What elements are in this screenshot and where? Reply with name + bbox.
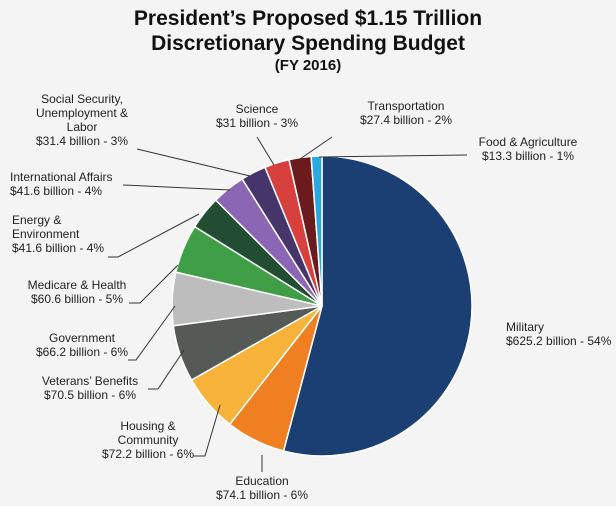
slice-label-science-line-0: Science: [236, 102, 279, 116]
slice-label-energy-line-0: Energy &: [12, 213, 61, 227]
chart-title-line-1: President’s Proposed $1.15 Trillion: [133, 7, 483, 30]
slice-label-military: Military $625.2 billion - 54%: [506, 320, 612, 348]
slice-label-transportation-line-1: $27.4 billion - 2%: [360, 113, 452, 127]
slice-label-transportation: Transportation $27.4 billion - 2%: [360, 99, 452, 127]
slice-label-social-line-0: Social Security,: [41, 92, 123, 106]
leader-line-international: [122, 184, 231, 191]
slice-label-medicare-line-1: $60.6 billion - 5%: [31, 292, 123, 306]
slice-label-food: Food & Agriculture $13.3 billion - 1%: [479, 135, 578, 163]
slice-label-energy-line-1: Environment: [12, 227, 80, 241]
slice-label-housing: Housing & Community $72.2 billion - 6%: [102, 419, 194, 461]
slice-label-veterans-line-0: Veterans’ Benefits: [42, 374, 138, 388]
slice-label-education-line-1: $74.1 billion - 6%: [216, 488, 308, 502]
slice-label-veterans-line-1: $70.5 billion - 6%: [44, 388, 136, 402]
slice-label-social-line-3: $31.4 billion - 3%: [36, 134, 128, 148]
slice-label-military-line-0: Military: [506, 320, 544, 334]
slice-label-energy-line-2: $41.6 billion - 4%: [12, 241, 104, 255]
leader-line-science: [256, 136, 275, 166]
slice-label-international-line-1: $41.6 billion - 4%: [10, 184, 102, 198]
slice-label-government: Government $66.2 billion - 6%: [36, 331, 128, 359]
slice-label-social-line-2: Labor: [67, 120, 98, 134]
leader-line-transportation: [299, 136, 333, 160]
slice-label-medicare: Medicare & Health $60.6 billion - 5%: [28, 278, 127, 306]
slice-label-social-line-1: Unemployment &: [36, 106, 128, 120]
leader-line-food: [318, 154, 468, 158]
leader-line-veterans: [148, 349, 185, 390]
pie-slices: [171, 155, 473, 457]
pie-slice-food: [310, 155, 323, 307]
slice-label-food-line-1: $13.3 billion - 1%: [482, 149, 574, 163]
slice-label-veterans: Veterans’ Benefits $70.5 billion - 6%: [42, 374, 138, 402]
slice-label-food-line-0: Food & Agriculture: [479, 135, 578, 149]
chart-subtitle: (FY 2016): [274, 57, 342, 74]
slice-label-housing-line-2: $72.2 billion - 6%: [102, 447, 194, 461]
pie-slice-military: [282, 155, 473, 457]
leader-line-medicare: [129, 264, 179, 304]
slice-label-medicare-line-0: Medicare & Health: [28, 278, 127, 292]
leader-lines: [108, 136, 468, 472]
leader-line-energy: [108, 213, 200, 258]
slice-label-education-line-0: Education: [235, 474, 288, 488]
slice-label-science: Science $31 billion - 3%: [216, 102, 298, 130]
leader-line-social: [136, 148, 251, 177]
slice-label-energy: Energy & Environment $41.6 billion - 4%: [12, 213, 104, 255]
slice-label-housing-line-0: Housing &: [120, 419, 175, 433]
chart-title-line-2: Discretionary Spending Budget: [151, 32, 465, 55]
slice-label-military-line-1: $625.2 billion - 54%: [506, 334, 612, 348]
slice-label-science-line-1: $31 billion - 3%: [216, 116, 298, 130]
slice-label-international: International Affairs $41.6 billion - 4%: [10, 170, 113, 198]
leader-line-housing: [193, 404, 221, 457]
slice-label-housing-line-1: Community: [118, 433, 179, 447]
slice-label-international-line-0: International Affairs: [10, 170, 113, 184]
chart-title-block: President’s Proposed $1.15 Trillion Disc…: [0, 6, 616, 76]
slice-label-government-line-1: $66.2 billion - 6%: [36, 345, 128, 359]
slice-label-government-line-0: Government: [49, 331, 116, 345]
slice-labels: Military $625.2 billion - 54% Education $74…: [10, 92, 612, 502]
leader-line-government: [128, 305, 176, 361]
slice-label-education: Education $74.1 billion - 6%: [216, 474, 308, 502]
slice-label-social: Social Security, Unemployment & Labor $31.4…: [36, 92, 128, 148]
slice-label-transportation-line-0: Transportation: [368, 99, 445, 113]
